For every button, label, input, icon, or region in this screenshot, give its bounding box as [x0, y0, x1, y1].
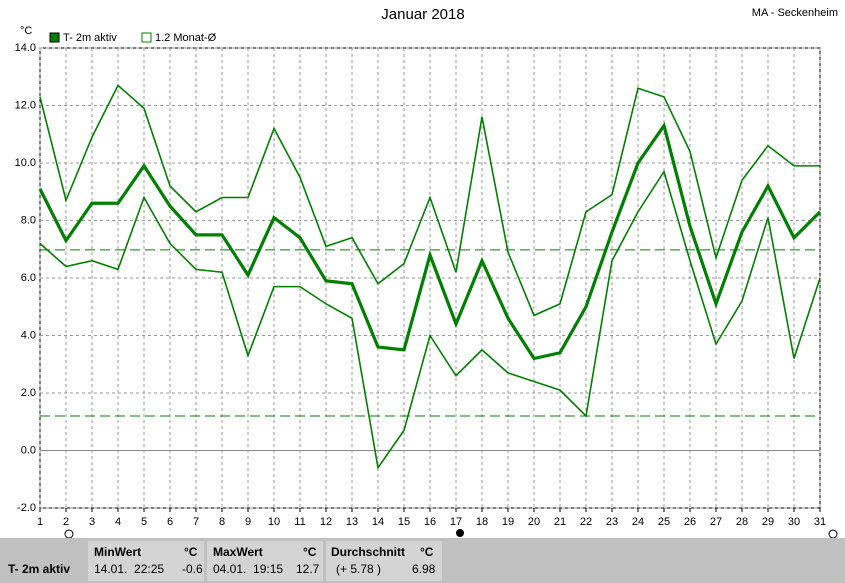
cell: 12.7	[296, 562, 320, 576]
x-tick-label: 18	[476, 516, 488, 528]
x-tick-label: 17	[450, 516, 462, 528]
header: MinWert	[94, 545, 142, 559]
legend-swatch	[141, 32, 152, 43]
x-tick-label: 21	[554, 516, 566, 528]
y-unit: °C	[20, 25, 32, 37]
x-tick-label: 30	[788, 516, 800, 528]
stats-table: T- 2m aktiv MinWert °C MaxWert °C Durchs…	[0, 538, 845, 583]
moon-icon	[828, 529, 838, 539]
cell-bg	[88, 541, 204, 581]
x-tick-label: 4	[115, 516, 121, 528]
header: °C	[303, 545, 317, 559]
x-tick-label: 28	[736, 516, 748, 528]
y-tick-label: 12.0	[15, 99, 36, 111]
header: °C	[184, 545, 198, 559]
x-tick-label: 31	[814, 516, 826, 528]
cell-bg	[326, 541, 442, 581]
cell: (+ 5.78 )	[336, 562, 382, 576]
legend-label: T- 2m aktiv	[63, 32, 117, 44]
x-tick-label: 9	[245, 516, 251, 528]
x-tick-label: 24	[632, 516, 644, 528]
moon-icon	[456, 529, 464, 537]
x-tick-label: 11	[294, 516, 305, 528]
cell: 04.01. 19:15	[213, 562, 284, 576]
y-tick-label: 2.0	[21, 387, 36, 399]
y-tick-label: 4.0	[21, 329, 36, 341]
x-tick-label: 26	[684, 516, 696, 528]
x-tick-label: 27	[710, 516, 722, 528]
y-tick-label: 14.0	[15, 42, 36, 54]
x-tick-label: 6	[167, 516, 173, 528]
legend-label: 1.2 Monat-Ø	[155, 32, 217, 44]
chart: Januar 2018 MA - Seckenheim °C -2.0 0.0 2.…	[15, 6, 838, 539]
y-tick-label: -2.0	[17, 502, 36, 514]
series-line	[38, 121, 822, 361]
series-line	[39, 84, 820, 317]
moon-icon	[64, 529, 74, 539]
chart-title: Januar 2018	[381, 6, 464, 23]
x-tick-label: 14	[372, 516, 384, 528]
x-tick-label: 8	[219, 516, 225, 528]
x-tick-label: 3	[89, 516, 95, 528]
x-tick-label: 20	[528, 516, 540, 528]
legend-swatch	[49, 32, 60, 43]
cell: 14.01. 22:25	[94, 562, 165, 576]
x-tick-label: 12	[320, 516, 332, 528]
header: °C	[420, 545, 434, 559]
station: MA - Seckenheim	[752, 7, 838, 19]
row-label: T- 2m aktiv	[8, 562, 71, 576]
x-tick-label: 23	[606, 516, 618, 528]
x-tick-label: 5	[141, 516, 147, 528]
x-tick-label: 22	[580, 516, 592, 528]
x-tick-label: 19	[502, 516, 514, 528]
x-tick-label: 15	[398, 516, 410, 528]
x-tick-label: 7	[193, 516, 199, 528]
y-tick-label: 0.0	[21, 444, 36, 456]
x-tick-label: 10	[268, 516, 280, 528]
x-tick-label: 2	[63, 516, 69, 528]
cell: 6.98	[412, 562, 436, 576]
header: Durchschnitt	[331, 545, 406, 559]
y-tick-label: 10.0	[15, 157, 36, 169]
x-tick-label: 16	[424, 516, 436, 528]
cell: -0.6	[182, 562, 203, 576]
x-tick-label: 1	[37, 516, 43, 528]
header: MaxWert	[213, 545, 263, 559]
x-tick-label: 13	[346, 516, 358, 528]
x-tick-label: 25	[658, 516, 670, 528]
y-tick-label: 8.0	[21, 214, 36, 226]
series-line	[39, 169, 821, 470]
cell-bg	[207, 541, 323, 581]
x-tick-label: 29	[762, 516, 774, 528]
y-tick-label: 6.0	[21, 272, 36, 284]
